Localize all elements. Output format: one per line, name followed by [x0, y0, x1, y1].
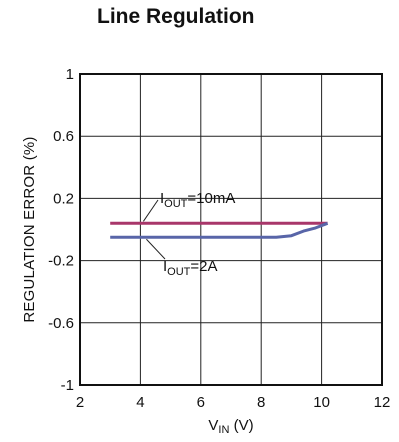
y-tick-label-2: -0.2	[48, 253, 74, 270]
annotation-2a-rest: =2A	[190, 258, 217, 275]
x-axis-label: VIN (V)	[208, 417, 253, 436]
x-axis-label-main: V	[208, 417, 218, 434]
annotation-leader-2a	[146, 238, 166, 260]
y-axis-label: REGULATION ERROR (%)	[21, 136, 38, 322]
grid	[80, 74, 382, 385]
annotation-2a-sub: OUT	[167, 266, 191, 278]
y-tick-labels: -1 -0.6 -0.2 0.2 0.6 1	[48, 66, 74, 394]
annotation-10ma-rest: =10mA	[187, 190, 235, 207]
annotation-leader-10ma	[143, 199, 159, 222]
annotation-2a-main: I	[163, 258, 167, 275]
annotation-10ma: IOUT=10mA	[160, 190, 235, 210]
x-tick-labels: 2 4 6 8 10 12	[76, 394, 391, 411]
annotation-10ma-sub: OUT	[164, 198, 188, 210]
series-line-1	[110, 221, 329, 239]
x-tick-label-1: 4	[136, 394, 144, 411]
y-tick-label-3: 0.2	[53, 190, 74, 207]
annotation-leaders	[143, 199, 166, 260]
series-group	[110, 221, 329, 239]
plot-frame	[79, 73, 383, 386]
x-axis-label-unit: (V)	[229, 417, 253, 434]
x-tick-label-4: 10	[313, 394, 330, 411]
y-tick-label-5: 1	[66, 66, 74, 83]
x-tick-label-5: 12	[374, 394, 391, 411]
annotation-2a: IOUT=2A	[163, 258, 218, 278]
y-tick-label-0: -1	[61, 377, 74, 394]
annotation-10ma-main: I	[160, 190, 164, 207]
x-tick-label-3: 8	[257, 394, 265, 411]
x-axis-label-sub: IN	[218, 424, 229, 436]
chart-title: Line Regulation	[97, 5, 255, 28]
y-tick-label-4: 0.6	[53, 128, 74, 145]
x-tick-label-0: 2	[76, 394, 84, 411]
y-tick-label-1: -0.6	[48, 315, 74, 332]
x-tick-label-2: 6	[197, 394, 205, 411]
